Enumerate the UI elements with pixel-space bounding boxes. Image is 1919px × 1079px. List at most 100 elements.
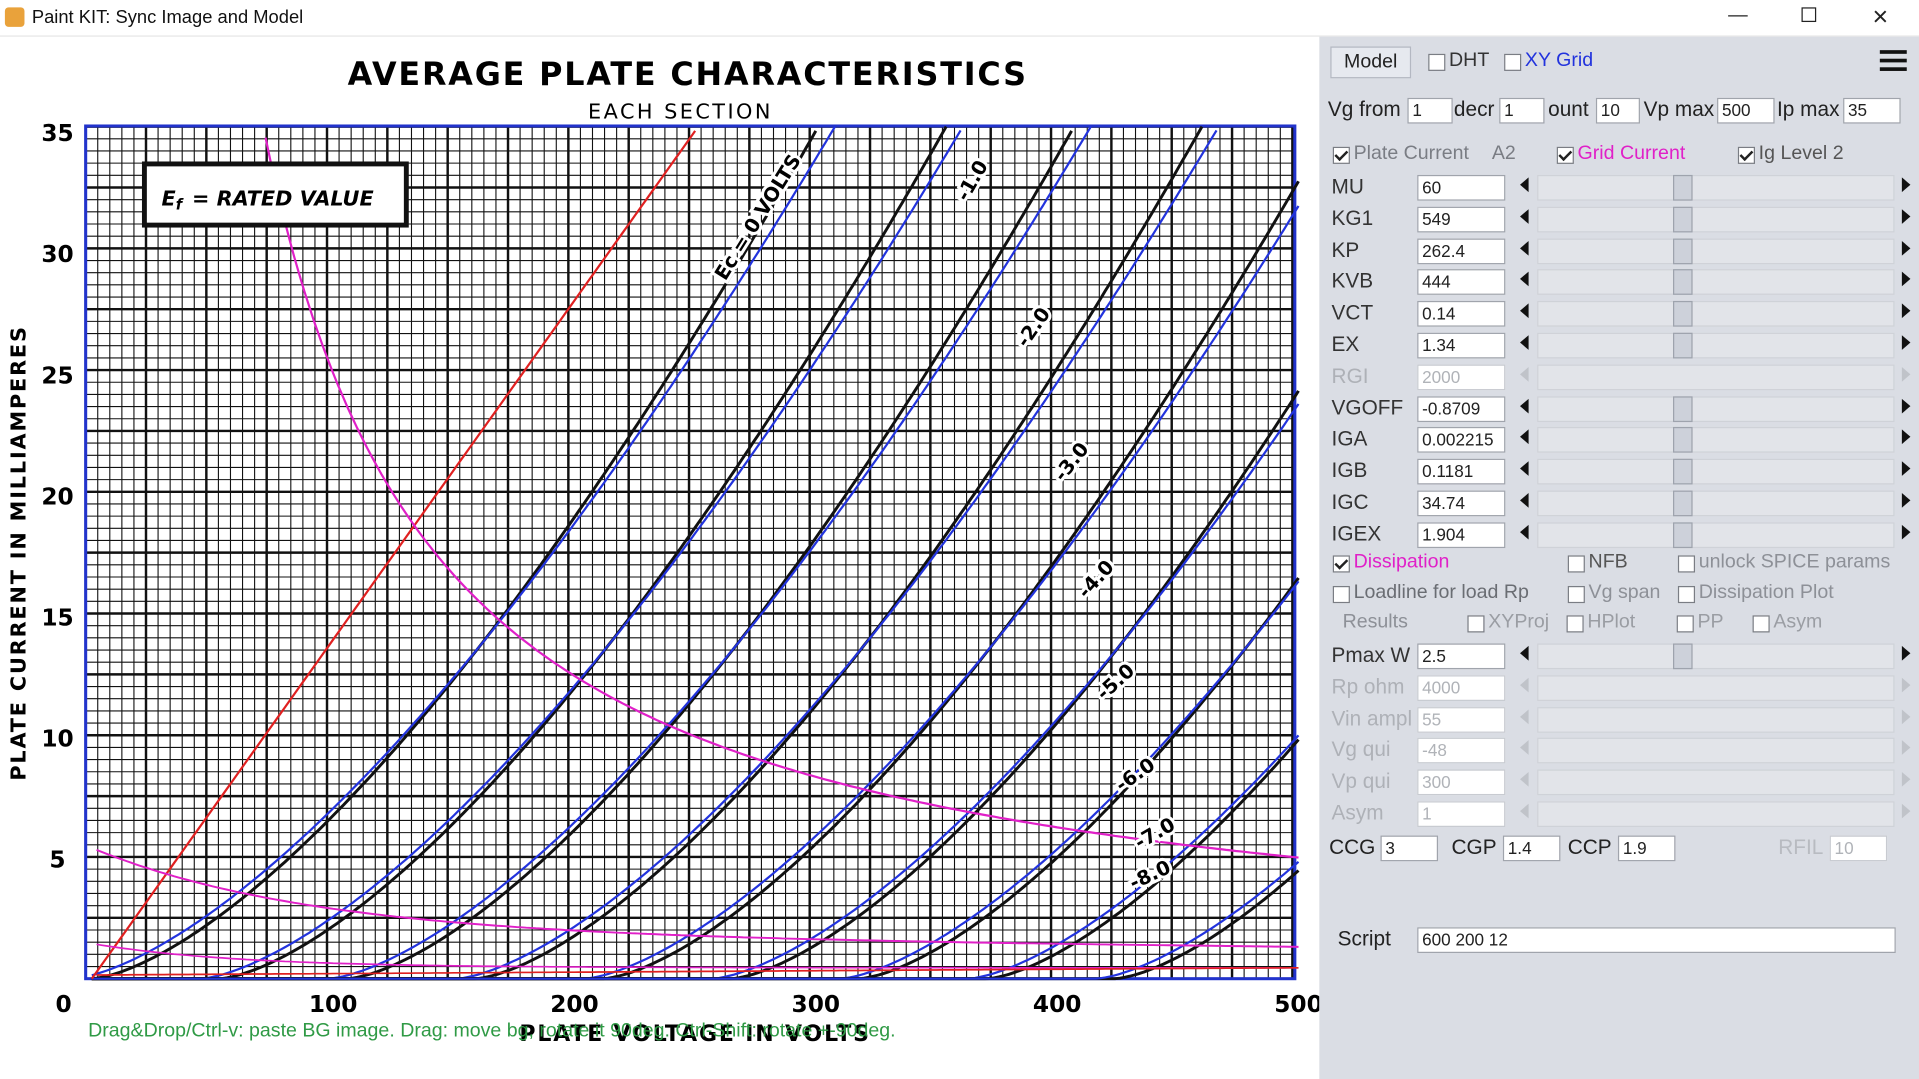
checkbox-label[interactable]: unlock SPICE params bbox=[1698, 551, 1891, 573]
checkbox[interactable] bbox=[1752, 615, 1770, 633]
text-field[interactable]: 34.74 bbox=[1417, 490, 1506, 517]
slider-thumb[interactable] bbox=[1673, 395, 1693, 422]
slider-track[interactable] bbox=[1537, 301, 1895, 327]
checkbox-label[interactable]: PP bbox=[1697, 611, 1724, 633]
checkbox-label[interactable]: NFB bbox=[1588, 551, 1628, 573]
slider-right-arrow[interactable] bbox=[1901, 177, 1911, 193]
text-field[interactable]: 1.9 bbox=[1617, 835, 1676, 862]
slider-track[interactable] bbox=[1537, 458, 1895, 485]
slider-left-arrow[interactable] bbox=[1520, 493, 1529, 508]
checkbox-label[interactable]: Ig Level 2 bbox=[1758, 143, 1844, 164]
slider-right-arrow[interactable] bbox=[1901, 398, 1911, 413]
slider-thumb[interactable] bbox=[1673, 301, 1693, 327]
slider-left-arrow[interactable] bbox=[1520, 524, 1529, 540]
text-field[interactable]: 2.5 bbox=[1417, 643, 1506, 670]
checkbox-label[interactable]: DHT bbox=[1449, 50, 1490, 71]
slider-left-arrow[interactable] bbox=[1520, 303, 1529, 319]
checkbox-label[interactable]: HPlot bbox=[1587, 611, 1636, 633]
slider-thumb[interactable] bbox=[1673, 174, 1693, 201]
checkbox-label[interactable]: XYProj bbox=[1488, 611, 1550, 633]
plot-canvas[interactable]: AVERAGE PLATE CHARACTERISTICS EACH SECTIO… bbox=[0, 36, 1320, 1079]
slider-thumb[interactable] bbox=[1673, 643, 1693, 670]
text-field[interactable]: 549 bbox=[1417, 206, 1506, 233]
checkbox[interactable] bbox=[1567, 585, 1585, 604]
text-field[interactable]: 35 bbox=[1843, 97, 1901, 124]
checkbox[interactable] bbox=[1504, 53, 1522, 71]
checkbox[interactable] bbox=[1676, 615, 1694, 633]
slider-thumb[interactable] bbox=[1673, 332, 1693, 359]
slider-left-arrow[interactable] bbox=[1520, 335, 1529, 350]
text-field[interactable]: 1.34 bbox=[1417, 332, 1506, 359]
slider-left-arrow[interactable] bbox=[1520, 398, 1529, 413]
checkbox[interactable] bbox=[1677, 555, 1696, 573]
slider-right-arrow[interactable] bbox=[1901, 645, 1911, 661]
slider-track[interactable] bbox=[1537, 174, 1895, 201]
checkbox[interactable] bbox=[1737, 146, 1756, 164]
text-field[interactable]: 1 bbox=[1499, 97, 1545, 124]
slider-right-arrow[interactable] bbox=[1901, 461, 1911, 477]
text-field[interactable]: -0.8709 bbox=[1417, 395, 1506, 422]
checkbox[interactable] bbox=[1467, 615, 1485, 633]
text-field[interactable]: 3 bbox=[1380, 835, 1439, 862]
text-field[interactable]: 500 bbox=[1717, 97, 1775, 124]
slider-left-arrow[interactable] bbox=[1520, 645, 1529, 661]
checkbox[interactable] bbox=[1332, 555, 1350, 573]
text-field[interactable]: 444 bbox=[1417, 269, 1506, 296]
slider-thumb[interactable] bbox=[1673, 206, 1693, 233]
slider-right-arrow[interactable] bbox=[1901, 335, 1911, 350]
slider-track[interactable] bbox=[1537, 427, 1895, 454]
slider-left-arrow[interactable] bbox=[1520, 208, 1529, 224]
text-field[interactable]: 1.4 bbox=[1502, 835, 1561, 862]
text-field[interactable]: 600 200 12 bbox=[1417, 927, 1896, 953]
menu-bar[interactable] bbox=[1879, 58, 1907, 63]
checkbox[interactable] bbox=[1566, 615, 1584, 633]
slider-track[interactable] bbox=[1537, 332, 1895, 359]
slider-left-arrow[interactable] bbox=[1520, 240, 1529, 256]
slider-track[interactable] bbox=[1537, 269, 1895, 296]
slider-right-arrow[interactable] bbox=[1901, 272, 1911, 287]
checkbox[interactable] bbox=[1677, 585, 1696, 604]
slider-left-arrow[interactable] bbox=[1520, 429, 1529, 445]
checkbox-label[interactable]: Dissipation bbox=[1353, 551, 1450, 573]
slider-track[interactable] bbox=[1537, 490, 1895, 517]
minimize-button[interactable]: — bbox=[1728, 4, 1748, 26]
menu-bar[interactable] bbox=[1879, 50, 1907, 54]
restore-button[interactable] bbox=[1801, 7, 1817, 23]
slider-right-arrow[interactable] bbox=[1901, 303, 1911, 319]
checkbox[interactable] bbox=[1332, 146, 1350, 164]
slider-left-arrow[interactable] bbox=[1520, 177, 1529, 193]
text-field[interactable]: 10 bbox=[1595, 97, 1640, 124]
slider-track[interactable] bbox=[1537, 395, 1895, 422]
text-field[interactable]: 0.14 bbox=[1417, 301, 1506, 327]
slider-right-arrow[interactable] bbox=[1901, 240, 1911, 256]
slider-right-arrow[interactable] bbox=[1901, 208, 1911, 224]
text-field[interactable]: 0.002215 bbox=[1417, 427, 1506, 454]
slider-left-arrow[interactable] bbox=[1520, 461, 1529, 477]
checkbox[interactable] bbox=[1332, 585, 1350, 604]
text-field[interactable]: 0.1181 bbox=[1417, 458, 1506, 485]
slider-thumb[interactable] bbox=[1673, 238, 1693, 264]
checkbox-label[interactable]: Dissipation Plot bbox=[1698, 582, 1834, 604]
slider-track[interactable] bbox=[1537, 238, 1895, 264]
slider-right-arrow[interactable] bbox=[1901, 524, 1911, 540]
checkbox-label[interactable]: Grid Current bbox=[1577, 143, 1686, 164]
checkbox[interactable] bbox=[1428, 53, 1446, 71]
checkbox-label[interactable]: Plate Current bbox=[1353, 143, 1469, 164]
slider-right-arrow[interactable] bbox=[1901, 429, 1911, 445]
text-field[interactable]: 1 bbox=[1407, 97, 1453, 124]
slider-left-arrow[interactable] bbox=[1520, 272, 1529, 287]
close-button[interactable]: × bbox=[1872, 1, 1889, 32]
checkbox[interactable] bbox=[1567, 555, 1585, 573]
text-field[interactable]: 262.4 bbox=[1417, 238, 1506, 264]
checkbox-label[interactable]: Vg span bbox=[1588, 582, 1661, 604]
slider-thumb[interactable] bbox=[1673, 490, 1693, 517]
slider-thumb[interactable] bbox=[1673, 269, 1693, 296]
slider-thumb[interactable] bbox=[1673, 458, 1693, 485]
checkbox-label[interactable]: XY Grid bbox=[1524, 50, 1594, 71]
text-field[interactable]: 1.904 bbox=[1417, 522, 1506, 548]
checkbox[interactable] bbox=[1556, 146, 1574, 164]
text-field[interactable]: 60 bbox=[1417, 174, 1506, 201]
slider-right-arrow[interactable] bbox=[1901, 493, 1911, 508]
model-button[interactable]: Model bbox=[1330, 46, 1412, 79]
checkbox-label[interactable]: Loadline for load Rp bbox=[1353, 582, 1529, 604]
